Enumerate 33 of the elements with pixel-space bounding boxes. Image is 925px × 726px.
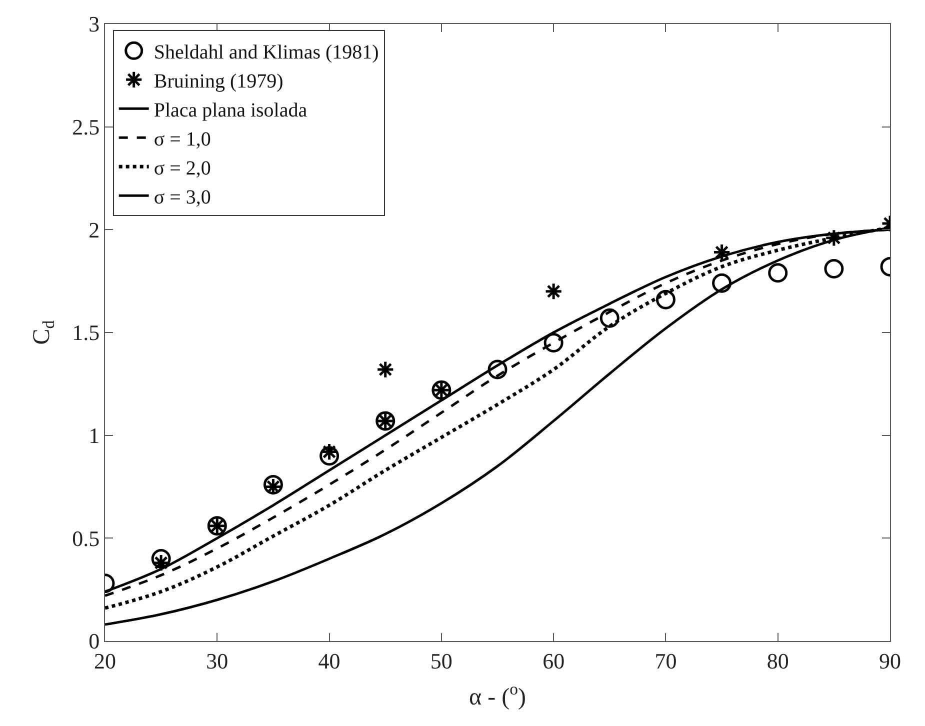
- y-tick-label: 0.5: [72, 526, 100, 551]
- x-tick-label: 80: [766, 648, 789, 674]
- point: [768, 263, 788, 283]
- x-tick-label: 70: [654, 648, 677, 674]
- legend-label: Sheldahl and Klimas (1981): [154, 41, 379, 64]
- point: [600, 308, 620, 328]
- point: [320, 446, 340, 466]
- x-tick-label: 60: [542, 648, 565, 674]
- x-tick-label: 40: [318, 648, 340, 674]
- x-tick-label: 30: [206, 648, 228, 674]
- point: [376, 360, 394, 379]
- point: [544, 333, 564, 353]
- y-tick-label: 3: [88, 12, 100, 37]
- legend-label: Placa plana isolada: [154, 99, 308, 122]
- legend-label: σ = 1,0: [154, 128, 211, 150]
- legend-label: Bruining (1979): [154, 70, 284, 92]
- point: [488, 360, 508, 380]
- point: [544, 282, 563, 300]
- point: [656, 290, 676, 310]
- point: [824, 228, 843, 247]
- y-tick-label: 1: [88, 423, 100, 448]
- point: [712, 243, 731, 262]
- x-tick-label: 90: [879, 648, 901, 674]
- y-tick-label: 2.5: [72, 114, 100, 140]
- x-axis-title: α - ($^{o}$): [469, 680, 526, 711]
- point: [824, 258, 844, 278]
- legend-label: σ = 3,0: [154, 186, 211, 208]
- y-tick-label: 2: [88, 217, 100, 242]
- y-tick-label: 1.5: [72, 320, 100, 346]
- x-tick-label: 50: [430, 648, 452, 674]
- point: [712, 273, 732, 293]
- point: [151, 548, 171, 568]
- legend-label: σ = 2,0: [154, 157, 211, 180]
